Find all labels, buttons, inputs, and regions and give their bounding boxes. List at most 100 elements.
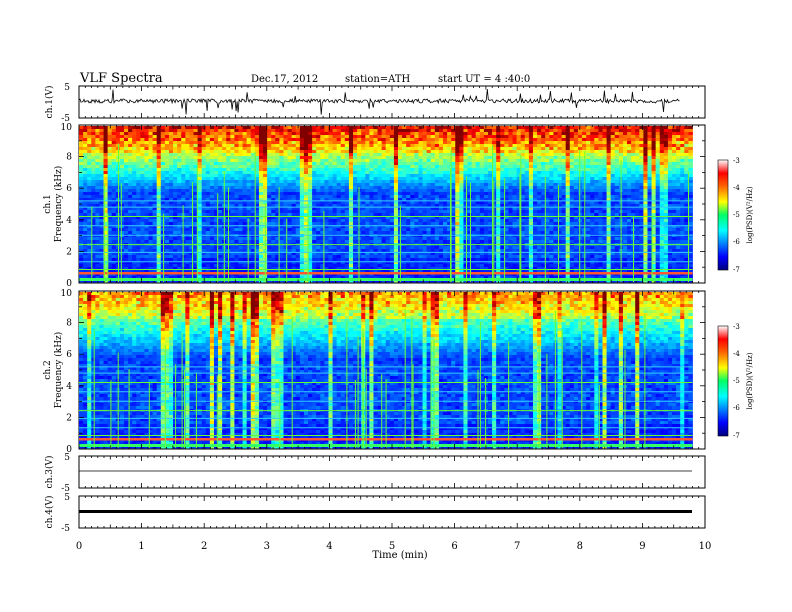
spectrogram-cell <box>389 186 395 190</box>
spectrogram-cell <box>275 189 280 193</box>
spectrogram-cell <box>140 189 145 193</box>
spectrogram-cell <box>398 201 403 205</box>
spectrogram-cell <box>152 147 158 151</box>
spectrogram-cell <box>185 159 190 163</box>
spectrogram-cell <box>438 213 444 217</box>
spectrogram-cell <box>438 204 444 208</box>
spectrogram-cell <box>230 192 235 196</box>
spectrogram-cell <box>418 171 423 175</box>
spectrogram-cell <box>123 258 129 262</box>
spectrogram-cell <box>455 192 460 196</box>
spectrogram-cell <box>185 228 190 232</box>
spectrogram-cell <box>295 216 301 220</box>
spectrogram-cell <box>83 198 88 202</box>
spectrogram-cell <box>250 129 256 133</box>
spectrogram-cell <box>377 270 383 274</box>
spectrogram-cell <box>328 183 333 187</box>
spectrogram-cell <box>234 267 239 271</box>
spectrogram-cell <box>185 237 190 241</box>
spectrogram-cell <box>303 126 309 130</box>
spectrogram-cell <box>357 129 362 133</box>
spectrogram-cell <box>140 276 145 280</box>
spectrogram-cell <box>168 189 174 193</box>
spectrogram-cell <box>287 204 293 208</box>
spectrogram-cell <box>103 201 109 205</box>
spectrogram-cell <box>168 204 174 208</box>
spectrogram-cell <box>295 276 301 280</box>
spectrogram-cell <box>275 153 280 157</box>
spectrogram-cell <box>152 186 158 190</box>
spectrogram-cell <box>185 222 190 226</box>
spectrogram-cell <box>410 189 415 193</box>
spectrogram-cell <box>287 270 293 274</box>
spectrogram-cell <box>83 132 88 136</box>
spectrogram-cell <box>303 255 309 259</box>
spectrogram-cell <box>369 129 374 133</box>
spectrogram-cell <box>291 207 297 211</box>
spectrogram-cell <box>467 189 473 193</box>
spectrogram-cell <box>283 225 288 229</box>
spectrogram-cell <box>254 189 260 193</box>
spectrogram-cell <box>410 216 415 220</box>
spectrogram-cell <box>414 135 419 139</box>
spectrogram-cell <box>459 201 464 205</box>
spectrogram-cell <box>426 258 432 262</box>
spectrogram-cell <box>132 168 137 172</box>
spectrogram-cell <box>185 183 190 187</box>
spectrogram-cell <box>173 246 178 250</box>
spectrogram-cell <box>447 228 452 232</box>
spectrogram-cell <box>230 249 235 253</box>
spectrogram-cell <box>242 201 248 205</box>
spectrogram-cell <box>189 216 194 220</box>
spectrogram-cell <box>107 192 113 196</box>
spectrogram-cell <box>91 204 96 208</box>
spectrogram-cell <box>132 195 137 199</box>
spectrogram-cell <box>385 162 391 166</box>
spectrogram-cell <box>430 126 436 130</box>
spectrogram-cell <box>156 186 162 190</box>
spectrogram-cell <box>144 192 149 196</box>
spectrogram-cell <box>91 141 96 145</box>
spectrogram-cell <box>160 183 166 187</box>
spectrogram-cell <box>132 219 137 223</box>
spectrogram-cell <box>344 156 350 160</box>
spectrogram-cell <box>340 210 346 214</box>
spectrogram-cell <box>152 228 158 232</box>
spectrogram-cell <box>209 195 215 199</box>
spectrogram-cell <box>156 162 162 166</box>
spectrogram-cell <box>99 165 104 169</box>
spectrogram-cell <box>91 225 96 229</box>
spectrogram-cell <box>308 264 313 268</box>
spectrogram-cell <box>275 144 280 148</box>
spectrogram-cell <box>107 246 113 250</box>
spectrogram-cell <box>320 264 325 268</box>
spectrogram-cell <box>295 198 301 202</box>
spectrogram-cell <box>107 159 113 163</box>
spectrogram-cell <box>348 222 354 226</box>
spectrogram-cell <box>365 222 370 226</box>
spectrogram-cell <box>136 186 141 190</box>
spectrogram-cell <box>348 180 354 184</box>
spectrogram-cell <box>414 255 419 259</box>
spectrogram-cell <box>119 267 125 271</box>
spectrogram-cell <box>246 147 252 151</box>
spectrogram-cell <box>299 177 305 181</box>
spectrogram-cell <box>254 264 260 268</box>
spectrogram-cell <box>324 189 329 193</box>
spectrogram-cell <box>267 141 272 145</box>
spectrogram-cell <box>164 237 170 241</box>
spectrogram-cell <box>410 171 415 175</box>
spectrogram-cell <box>324 237 329 241</box>
spectrogram-cell <box>177 141 182 145</box>
spectrogram-cell <box>140 237 145 241</box>
spectrogram-cell <box>267 255 272 259</box>
spectrogram-cell <box>344 135 350 139</box>
spectrogram-cell <box>426 231 432 235</box>
spectrogram-cell <box>410 225 415 229</box>
spectrogram-cell <box>254 222 260 226</box>
spectrogram-cell <box>258 147 264 151</box>
spectrogram-cell <box>353 165 358 169</box>
spectrogram-cell <box>181 138 186 142</box>
spectrogram-cell <box>295 255 301 259</box>
spectrogram-cell <box>459 186 464 190</box>
